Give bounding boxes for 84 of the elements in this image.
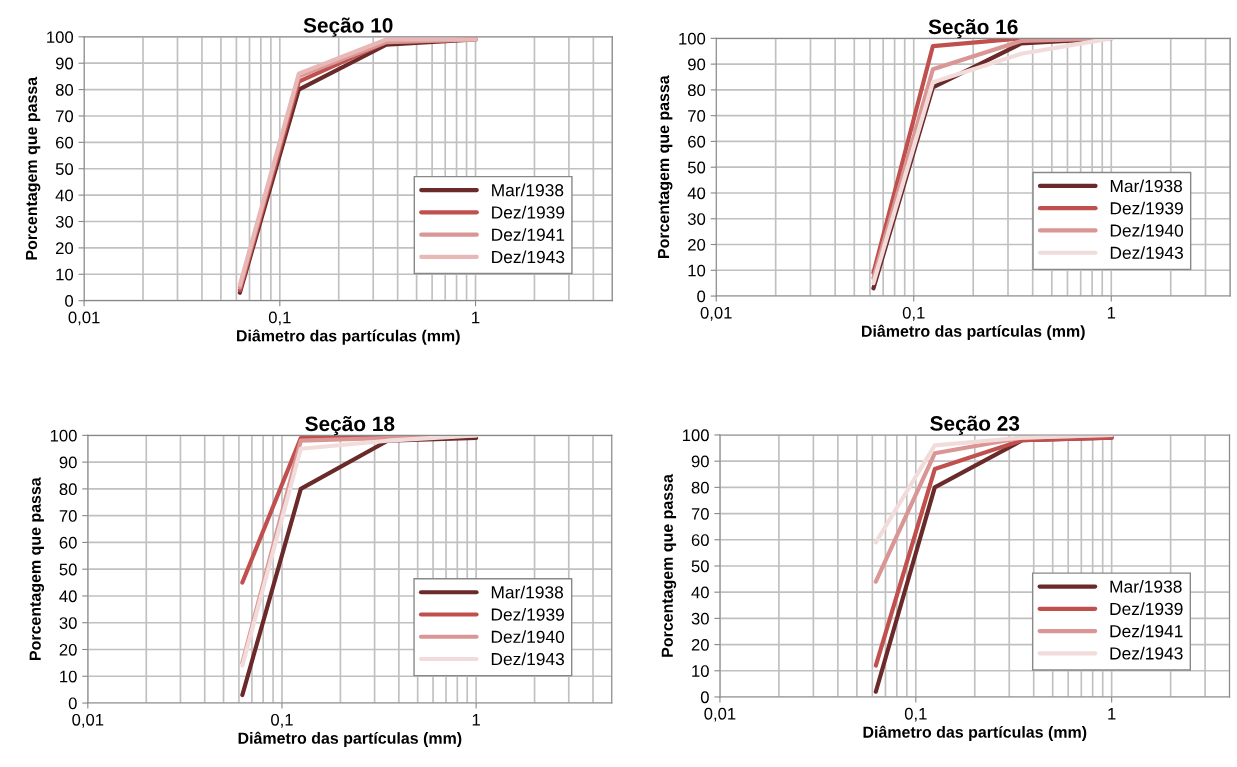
y-axis-title: Porcentagem que passa bbox=[25, 76, 41, 260]
y-tick-label: 70 bbox=[59, 510, 77, 522]
x-tick-label: 1 bbox=[1107, 307, 1116, 319]
legend-label: Dez/1939 bbox=[1110, 201, 1183, 215]
legend-label: Dez/1940 bbox=[1110, 223, 1184, 237]
chart-title: Seção 10 bbox=[303, 17, 393, 37]
x-tick-label: 0,01 bbox=[68, 311, 100, 326]
y-tick-label: 0 bbox=[68, 697, 77, 710]
legend-label: Dez/1943 bbox=[491, 652, 564, 666]
y-tick-label: 50 bbox=[59, 563, 77, 576]
x-tick-label: 0,1 bbox=[268, 311, 291, 326]
x-tick-label: 1 bbox=[1108, 708, 1116, 720]
y-axis-title: Porcentagem que passa bbox=[661, 473, 677, 657]
legend-label: Mar/1938 bbox=[1110, 580, 1182, 593]
y-tick-label: 90 bbox=[59, 456, 77, 469]
legend-label: Dez/1940 bbox=[491, 630, 565, 643]
y-tick-label: 90 bbox=[691, 455, 709, 468]
y-tick-label: 90 bbox=[55, 57, 74, 70]
y-tick-label: 40 bbox=[55, 189, 74, 202]
y-tick-label: 100 bbox=[679, 32, 706, 45]
legend-label: Dez/1939 bbox=[1110, 602, 1183, 616]
y-tick-label: 0 bbox=[65, 295, 74, 307]
x-tick-label: 0,1 bbox=[904, 707, 927, 722]
chart-title: Seção 16 bbox=[928, 19, 1018, 39]
y-tick-label: 90 bbox=[688, 58, 706, 71]
x-tick-label: 0,1 bbox=[902, 306, 925, 321]
y-tick-label: 100 bbox=[50, 429, 77, 442]
y-tick-label: 30 bbox=[59, 617, 77, 629]
y-tick-label: 40 bbox=[691, 586, 709, 599]
y-tick-label: 50 bbox=[55, 163, 74, 175]
x-tick-label: 1 bbox=[472, 311, 480, 324]
chart-title: Seção 18 bbox=[305, 416, 395, 436]
y-axis-title: Porcentagem que passa bbox=[658, 75, 673, 259]
y-tick-label: 60 bbox=[688, 135, 706, 148]
x-tick-label: 0,01 bbox=[704, 707, 736, 722]
y-tick-label: 40 bbox=[687, 187, 706, 200]
legend-label: Dez/1941 bbox=[1110, 624, 1183, 638]
y-tick-label: 30 bbox=[55, 215, 74, 228]
y-tick-label: 10 bbox=[692, 665, 709, 677]
y-tick-label: 0 bbox=[697, 290, 706, 303]
y-tick-label: 80 bbox=[691, 481, 709, 494]
legend-label: Dez/1939 bbox=[492, 205, 565, 219]
y-tick-label: 10 bbox=[60, 670, 77, 683]
y-tick-label: 80 bbox=[55, 83, 74, 96]
chart-title: Seção 23 bbox=[930, 415, 1020, 435]
y-tick-label: 20 bbox=[688, 238, 706, 251]
legend-label: Dez/1943 bbox=[1110, 646, 1183, 660]
y-tick-label: 0 bbox=[700, 691, 709, 704]
x-tick-label: 0,01 bbox=[72, 713, 104, 728]
y-tick-label: 50 bbox=[691, 560, 709, 573]
x-tick-label: 0,01 bbox=[700, 306, 732, 321]
y-tick-label: 30 bbox=[687, 213, 706, 225]
x-tick-label: 0,1 bbox=[271, 713, 293, 728]
y-tick-label: 10 bbox=[688, 264, 706, 277]
y-tick-label: 60 bbox=[691, 534, 709, 546]
legend-label: Dez/1943 bbox=[1110, 246, 1183, 259]
legend-label: Mar/1938 bbox=[491, 585, 564, 599]
y-tick-label: 40 bbox=[59, 590, 77, 603]
legend-label: Mar/1938 bbox=[492, 183, 564, 197]
legend-label: Dez/1941 bbox=[492, 228, 565, 241]
y-tick-label: 100 bbox=[682, 429, 709, 442]
y-tick-label: 80 bbox=[59, 483, 77, 496]
x-axis-title: Diâmetro das partículas (mm) bbox=[238, 731, 462, 747]
y-tick-label: 10 bbox=[56, 268, 74, 281]
y-tick-label: 70 bbox=[56, 110, 74, 123]
y-tick-label: 70 bbox=[688, 110, 706, 122]
y-axis-title: Porcentagem que passa bbox=[29, 477, 45, 660]
y-tick-label: 70 bbox=[691, 507, 709, 520]
x-tick-label: 1 bbox=[472, 714, 480, 726]
x-axis-title: Diâmetro das partículas (mm) bbox=[863, 725, 1087, 741]
y-tick-label: 50 bbox=[687, 161, 706, 174]
legend-label: Dez/1943 bbox=[492, 250, 565, 264]
y-tick-label: 80 bbox=[687, 84, 706, 97]
x-axis-title: Diâmetro das partículas (mm) bbox=[862, 324, 1085, 341]
y-tick-label: 100 bbox=[47, 31, 74, 44]
y-tick-label: 20 bbox=[691, 638, 709, 651]
y-tick-label: 60 bbox=[59, 536, 77, 549]
y-tick-label: 60 bbox=[56, 136, 74, 149]
legend-label: Dez/1939 bbox=[491, 607, 564, 621]
x-axis-title: Diâmetro das partículas (mm) bbox=[237, 329, 460, 345]
y-tick-label: 20 bbox=[56, 242, 74, 255]
y-tick-label: 30 bbox=[691, 612, 709, 625]
y-tick-label: 20 bbox=[59, 643, 77, 656]
legend-label: Mar/1938 bbox=[1110, 179, 1183, 193]
